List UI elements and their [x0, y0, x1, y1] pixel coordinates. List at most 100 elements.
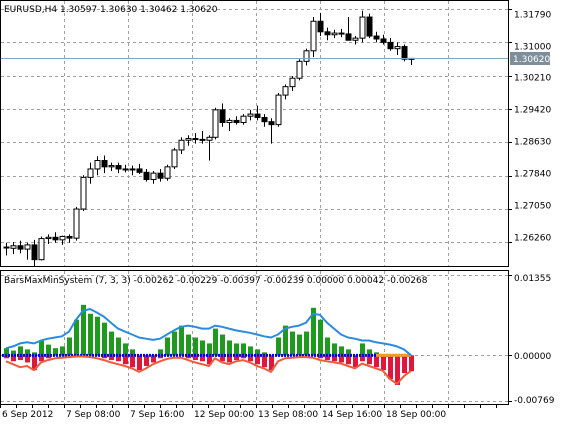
- histogram-bar-down: [339, 355, 344, 363]
- histogram-bar-up: [130, 349, 135, 356]
- histogram-bar-up: [325, 337, 330, 356]
- indicator-histogram: [4, 304, 414, 385]
- histogram-bar-up: [339, 346, 344, 356]
- current-price-marker: [510, 52, 550, 65]
- histogram-bar-down: [402, 355, 407, 374]
- current-price-label: 1.30620: [513, 55, 550, 65]
- time-label: 12 Sep 00:00: [194, 410, 254, 420]
- candle-body-bear: [143, 171, 150, 180]
- histogram-bar-down: [39, 355, 44, 362]
- histogram-bar-up: [241, 343, 246, 356]
- histogram-bar-down: [374, 355, 379, 368]
- candle-body-bear: [199, 138, 206, 141]
- histogram-bar-up: [346, 349, 351, 356]
- price-label: 1.31000: [514, 43, 551, 53]
- candle-body-bear: [373, 35, 380, 40]
- histogram-bar-up: [60, 346, 65, 356]
- indicator-axis-ticks: [508, 275, 512, 402]
- histogram-bar-up: [248, 346, 253, 356]
- histogram-bar-up: [32, 352, 37, 356]
- histogram-bar-up: [360, 343, 365, 356]
- candle-body-bull: [150, 172, 157, 180]
- candle-body-bull: [289, 77, 296, 88]
- time-axis: 6 Sep 2012 7 Sep 08:00 7 Sep 16:00 12 Se…: [2, 410, 446, 420]
- histogram-bar-up: [255, 349, 260, 356]
- histogram-bar-up: [46, 344, 51, 356]
- histogram-bar-down: [325, 355, 330, 361]
- histogram-bar-up: [332, 343, 337, 356]
- histogram-bar-up: [207, 343, 212, 356]
- candlestick-series: [3, 10, 415, 266]
- histogram-bar-up: [165, 337, 170, 356]
- histogram-bar-down: [381, 355, 386, 371]
- candle-body-bull: [240, 115, 247, 124]
- price-grid: [1, 1, 508, 266]
- price-axis: 1.31790 1.31000 1.30210 1.29420 1.28630 …: [514, 11, 551, 244]
- histogram-bar-down: [116, 355, 121, 362]
- histogram-bar-down: [367, 355, 372, 365]
- candle-body-bull: [10, 245, 17, 249]
- time-label: 7 Sep 08:00: [66, 410, 121, 420]
- upper-signal-line: [5, 308, 412, 357]
- candle-body-bear: [3, 246, 10, 249]
- histogram-bar-up: [53, 348, 58, 356]
- indicator-lines: [2, 308, 412, 385]
- histogram-bar-up: [367, 349, 372, 356]
- histogram-bar-up: [158, 349, 163, 356]
- candle-body-bear: [101, 160, 108, 168]
- candle-body-bull: [87, 168, 94, 178]
- candle-body-bear: [52, 236, 59, 241]
- candle-body-bull: [129, 168, 136, 171]
- histogram-bar-down: [353, 355, 358, 368]
- histogram-bar-down: [144, 355, 149, 366]
- candle-body-bear: [380, 38, 387, 43]
- histogram-bar-down: [332, 355, 337, 362]
- candle-body-bear: [233, 119, 240, 124]
- candle-body-bear: [192, 138, 199, 141]
- candle-body-bear: [387, 41, 394, 50]
- indicator-axis-label: 0.01355: [514, 274, 551, 284]
- candle-body-bear: [254, 113, 261, 118]
- histogram-bar-up: [311, 307, 316, 356]
- histogram-bar-up: [11, 350, 16, 356]
- price-label: 1.27840: [514, 170, 551, 180]
- histogram-bar-down: [255, 355, 260, 365]
- histogram-bar-up: [81, 304, 86, 356]
- histogram-bar-up: [95, 316, 100, 356]
- histogram-bar-up: [186, 334, 191, 356]
- histogram-bar-down: [137, 355, 142, 371]
- time-label: 6 Sep 2012: [2, 410, 53, 420]
- histogram-bar-down: [25, 355, 30, 363]
- candle-body-bull: [282, 86, 289, 96]
- indicator-pane-frame: [0, 270, 509, 405]
- time-label: 13 Sep 08:00: [258, 410, 318, 420]
- histogram-bar-up: [297, 334, 302, 356]
- price-axis-ticks: [508, 9, 512, 243]
- candle-body-bear: [345, 33, 352, 41]
- histogram-bar-down: [11, 355, 16, 362]
- time-label: 14 Sep 16:00: [322, 410, 382, 420]
- histogram-bar-down: [220, 355, 225, 362]
- indicator-grid: [1, 271, 508, 404]
- histogram-bar-up: [39, 340, 44, 356]
- candle-body-bull: [73, 208, 80, 239]
- histogram-bar-up: [109, 331, 114, 356]
- histogram-bar-down: [158, 355, 163, 359]
- candle-body-bull: [296, 60, 303, 79]
- candle-body-bull: [310, 20, 317, 52]
- candle-body-bull: [359, 16, 366, 39]
- histogram-bar-down: [360, 355, 365, 362]
- candle-body-bull: [226, 119, 233, 124]
- histogram-bar-up: [88, 313, 93, 356]
- indicator-axis-label: 0.00000: [514, 352, 551, 362]
- histogram-bar-up: [290, 331, 295, 356]
- candle-body-bull: [171, 149, 178, 168]
- candle-body-bear: [219, 109, 226, 124]
- candle-body-bull: [331, 32, 338, 36]
- histogram-bar-up: [25, 349, 30, 356]
- candle-body-bear: [122, 168, 129, 171]
- histogram-bar-up: [67, 337, 72, 356]
- candle-body-bull: [185, 138, 192, 141]
